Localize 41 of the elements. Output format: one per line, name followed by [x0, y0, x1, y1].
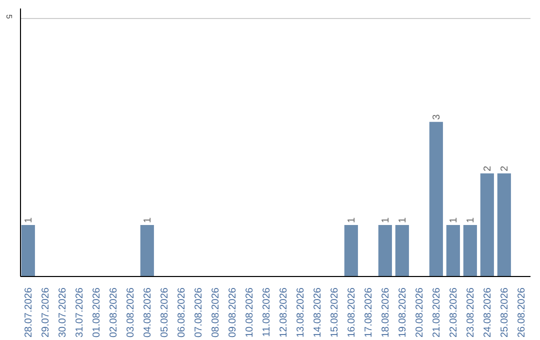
data-label: 1 — [380, 216, 392, 223]
x-tick-label: 15.08.2026 — [330, 287, 341, 338]
x-tick-label: 30.07.2026 — [58, 287, 69, 338]
x-tick-label: 18.08.2026 — [380, 287, 392, 338]
x-tick-label: 05.08.2026 — [160, 287, 171, 338]
x-tick-label: 21.08.2026 — [432, 287, 443, 338]
x-tick-label: 08.08.2026 — [210, 287, 222, 338]
x-tick-label: 11.08.2026 — [262, 287, 273, 337]
y-tick-label: 5 — [4, 14, 14, 20]
data-label: 1 — [24, 216, 35, 223]
x-tick-label: 14.08.2026 — [312, 287, 324, 338]
x-tick-label: 12.08.2026 — [278, 287, 290, 338]
data-label: 1 — [466, 216, 477, 223]
data-label: 3 — [432, 114, 443, 120]
x-tick-label: 19.08.2026 — [398, 287, 409, 338]
data-label: 1 — [346, 216, 358, 223]
x-tick-label: 13.08.2026 — [296, 287, 307, 338]
data-label: 1 — [398, 216, 409, 223]
x-tick-label: 28.07.2026 — [24, 287, 35, 338]
x-tick-label: 06.08.2026 — [176, 287, 188, 338]
x-tick-label: 01.08.2026 — [92, 287, 103, 338]
x-tick-label: 29.07.2026 — [40, 287, 52, 338]
x-tick-label: 10.08.2026 — [244, 287, 256, 338]
x-tick-label: 02.08.2026 — [108, 287, 120, 338]
x-tick-label: 31.07.2026 — [74, 287, 86, 338]
x-tick-label: 23.08.2026 — [466, 287, 477, 338]
data-label: 2 — [500, 165, 511, 172]
x-tick-label: 24.08.2026 — [482, 287, 494, 338]
x-tick-label: 04.08.2026 — [142, 287, 154, 338]
x-tick-label: 07.08.2026 — [194, 287, 205, 338]
x-tick-label: 17.08.2026 — [364, 287, 375, 338]
x-tick-label: 26.08.2026 — [516, 287, 528, 338]
x-tick-label: 20.08.2026 — [414, 287, 426, 338]
x-tick-label: 09.08.2026 — [228, 287, 239, 338]
x-tick-label: 25.08.2026 — [500, 287, 511, 338]
data-label: 2 — [482, 165, 494, 172]
x-tick-label: 16.08.2026 — [346, 287, 358, 338]
x-tick-label: 03.08.2026 — [126, 287, 137, 338]
x-tick-label: 22.08.2026 — [448, 287, 460, 338]
data-label: 1 — [142, 216, 154, 223]
data-label: 1 — [448, 216, 460, 223]
